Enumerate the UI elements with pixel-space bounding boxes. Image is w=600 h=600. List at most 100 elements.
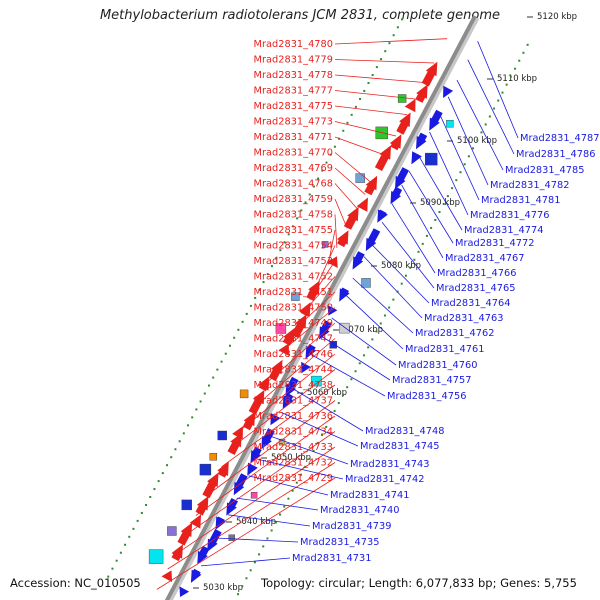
gc-dot bbox=[484, 123, 487, 126]
forward-gene-arrow bbox=[356, 197, 368, 212]
forward-gene-label: Mrad2831_4747 bbox=[254, 334, 333, 345]
reverse-gene-arrow bbox=[261, 428, 275, 450]
reverse-connector bbox=[269, 435, 349, 465]
reverse-gene-arrow bbox=[190, 568, 202, 583]
reverse-gene-label: Mrad2831_4782 bbox=[490, 180, 569, 191]
gc-dot bbox=[283, 241, 286, 244]
reverse-gene-label: Mrad2831_4739 bbox=[312, 521, 391, 532]
gc-dot bbox=[174, 448, 177, 451]
forward-gene-label: Mrad2831_4749 bbox=[254, 318, 333, 329]
gc-dot bbox=[371, 338, 374, 341]
cog-block bbox=[329, 341, 337, 349]
reverse-connector bbox=[321, 336, 391, 381]
forward-gene-label: Mrad2831_4736 bbox=[254, 411, 333, 422]
gc-dot bbox=[262, 281, 265, 284]
forward-connector bbox=[221, 384, 336, 468]
forward-gene-arrow bbox=[364, 175, 378, 196]
gc-dot bbox=[312, 449, 315, 452]
forward-connector bbox=[185, 431, 336, 536]
forward-gene-label: Mrad2831_4737 bbox=[254, 396, 333, 407]
gc-dot bbox=[362, 354, 365, 357]
gc-dot bbox=[350, 113, 353, 116]
gc-dot bbox=[333, 145, 336, 148]
forward-gene-arrow bbox=[291, 314, 307, 339]
accession-text: Accession: NC_010505 bbox=[10, 576, 141, 590]
gc-dot bbox=[341, 394, 344, 397]
reverse-gene-arrow bbox=[233, 473, 248, 496]
gc-dot bbox=[337, 402, 340, 405]
reverse-connector bbox=[447, 96, 489, 186]
topology-info: Topology: circular; Length: 6,077,833 bp… bbox=[261, 576, 577, 590]
reverse-gene-arrow bbox=[250, 446, 262, 464]
gc-dot bbox=[505, 83, 508, 86]
forward-gene-label: Mrad2831_4746 bbox=[254, 349, 333, 360]
tick-label: 5070 kbp bbox=[343, 325, 383, 335]
gc-dot bbox=[308, 457, 311, 460]
forward-gene-arrow bbox=[389, 134, 402, 151]
tick-label: 5030 kbp bbox=[203, 583, 243, 593]
reverse-gene-label: Mrad2831_4765 bbox=[436, 283, 515, 294]
cog-block bbox=[311, 375, 322, 387]
forward-gene-label: Mrad2831_4755 bbox=[254, 225, 333, 236]
reverse-gene-label: Mrad2831_4772 bbox=[455, 238, 534, 249]
gc-dot bbox=[358, 362, 361, 365]
reverse-gene-arrow bbox=[395, 167, 409, 190]
gc-dot bbox=[241, 320, 244, 323]
forward-gene-label: Mrad2831_4753 bbox=[254, 256, 333, 267]
cog-block bbox=[397, 94, 407, 103]
reverse-gene-label: Mrad2831_4760 bbox=[398, 360, 477, 371]
gc-dot bbox=[375, 66, 378, 69]
reverse-gene-arrow bbox=[207, 529, 222, 552]
forward-gene-label: Mrad2831_4777 bbox=[254, 86, 333, 97]
gc-dot bbox=[455, 179, 458, 182]
gc-dot bbox=[371, 74, 374, 77]
forward-gene-arrow bbox=[421, 61, 438, 87]
gc-dot bbox=[291, 225, 294, 228]
forward-gene-label: Mrad2831_4733 bbox=[254, 442, 333, 453]
gc-dot bbox=[149, 496, 152, 499]
reverse-gene-label: Mrad2831_4731 bbox=[292, 553, 371, 564]
cog-block bbox=[209, 453, 218, 461]
tick-label: 5040 kbp bbox=[236, 517, 276, 527]
gc-dot bbox=[388, 42, 391, 45]
gc-dot bbox=[275, 257, 278, 260]
reverse-connector bbox=[417, 154, 463, 231]
forward-connector bbox=[334, 38, 448, 45]
gc-dot bbox=[451, 187, 454, 190]
forward-gene-arrow bbox=[202, 472, 219, 499]
reverse-gene-label: Mrad2831_4762 bbox=[415, 328, 494, 339]
gc-dot bbox=[438, 211, 441, 214]
reverse-gene-label: Mrad2831_4764 bbox=[431, 298, 510, 309]
forward-gene-arrow bbox=[171, 544, 183, 562]
reverse-connector bbox=[408, 170, 454, 244]
gc-dot bbox=[233, 336, 236, 339]
gc-dot bbox=[287, 497, 290, 500]
forward-gene-arrow bbox=[217, 461, 229, 478]
reverse-connector bbox=[200, 557, 291, 567]
gc-dot bbox=[274, 521, 277, 524]
gc-dot bbox=[446, 195, 449, 198]
gc-dot bbox=[359, 97, 362, 100]
gc-dot bbox=[128, 535, 131, 538]
gc-dot bbox=[258, 553, 261, 556]
gc-dot bbox=[430, 226, 433, 229]
forward-gene-label: Mrad2831_4759 bbox=[254, 194, 333, 205]
forward-gene-arrow bbox=[189, 514, 202, 529]
gc-dot bbox=[434, 218, 437, 221]
gc-dot bbox=[191, 416, 194, 419]
forward-connector bbox=[334, 74, 425, 83]
gc-dot bbox=[459, 171, 462, 174]
topology-label: Topology: bbox=[261, 576, 315, 590]
forward-connector bbox=[302, 276, 336, 314]
forward-connector bbox=[240, 353, 336, 431]
reverse-gene-label: Mrad2831_4761 bbox=[405, 344, 484, 355]
gc-dot bbox=[287, 233, 290, 236]
reverse-gene-arrow bbox=[416, 132, 428, 150]
gc-dot bbox=[388, 306, 391, 309]
gc-dot bbox=[266, 537, 269, 540]
reverse-gene-label: Mrad2831_4735 bbox=[300, 537, 379, 548]
gc-dot bbox=[333, 410, 336, 413]
tick-label: 5110 kbp bbox=[497, 74, 537, 84]
gc-dot bbox=[216, 368, 219, 371]
forward-connector bbox=[282, 307, 336, 351]
